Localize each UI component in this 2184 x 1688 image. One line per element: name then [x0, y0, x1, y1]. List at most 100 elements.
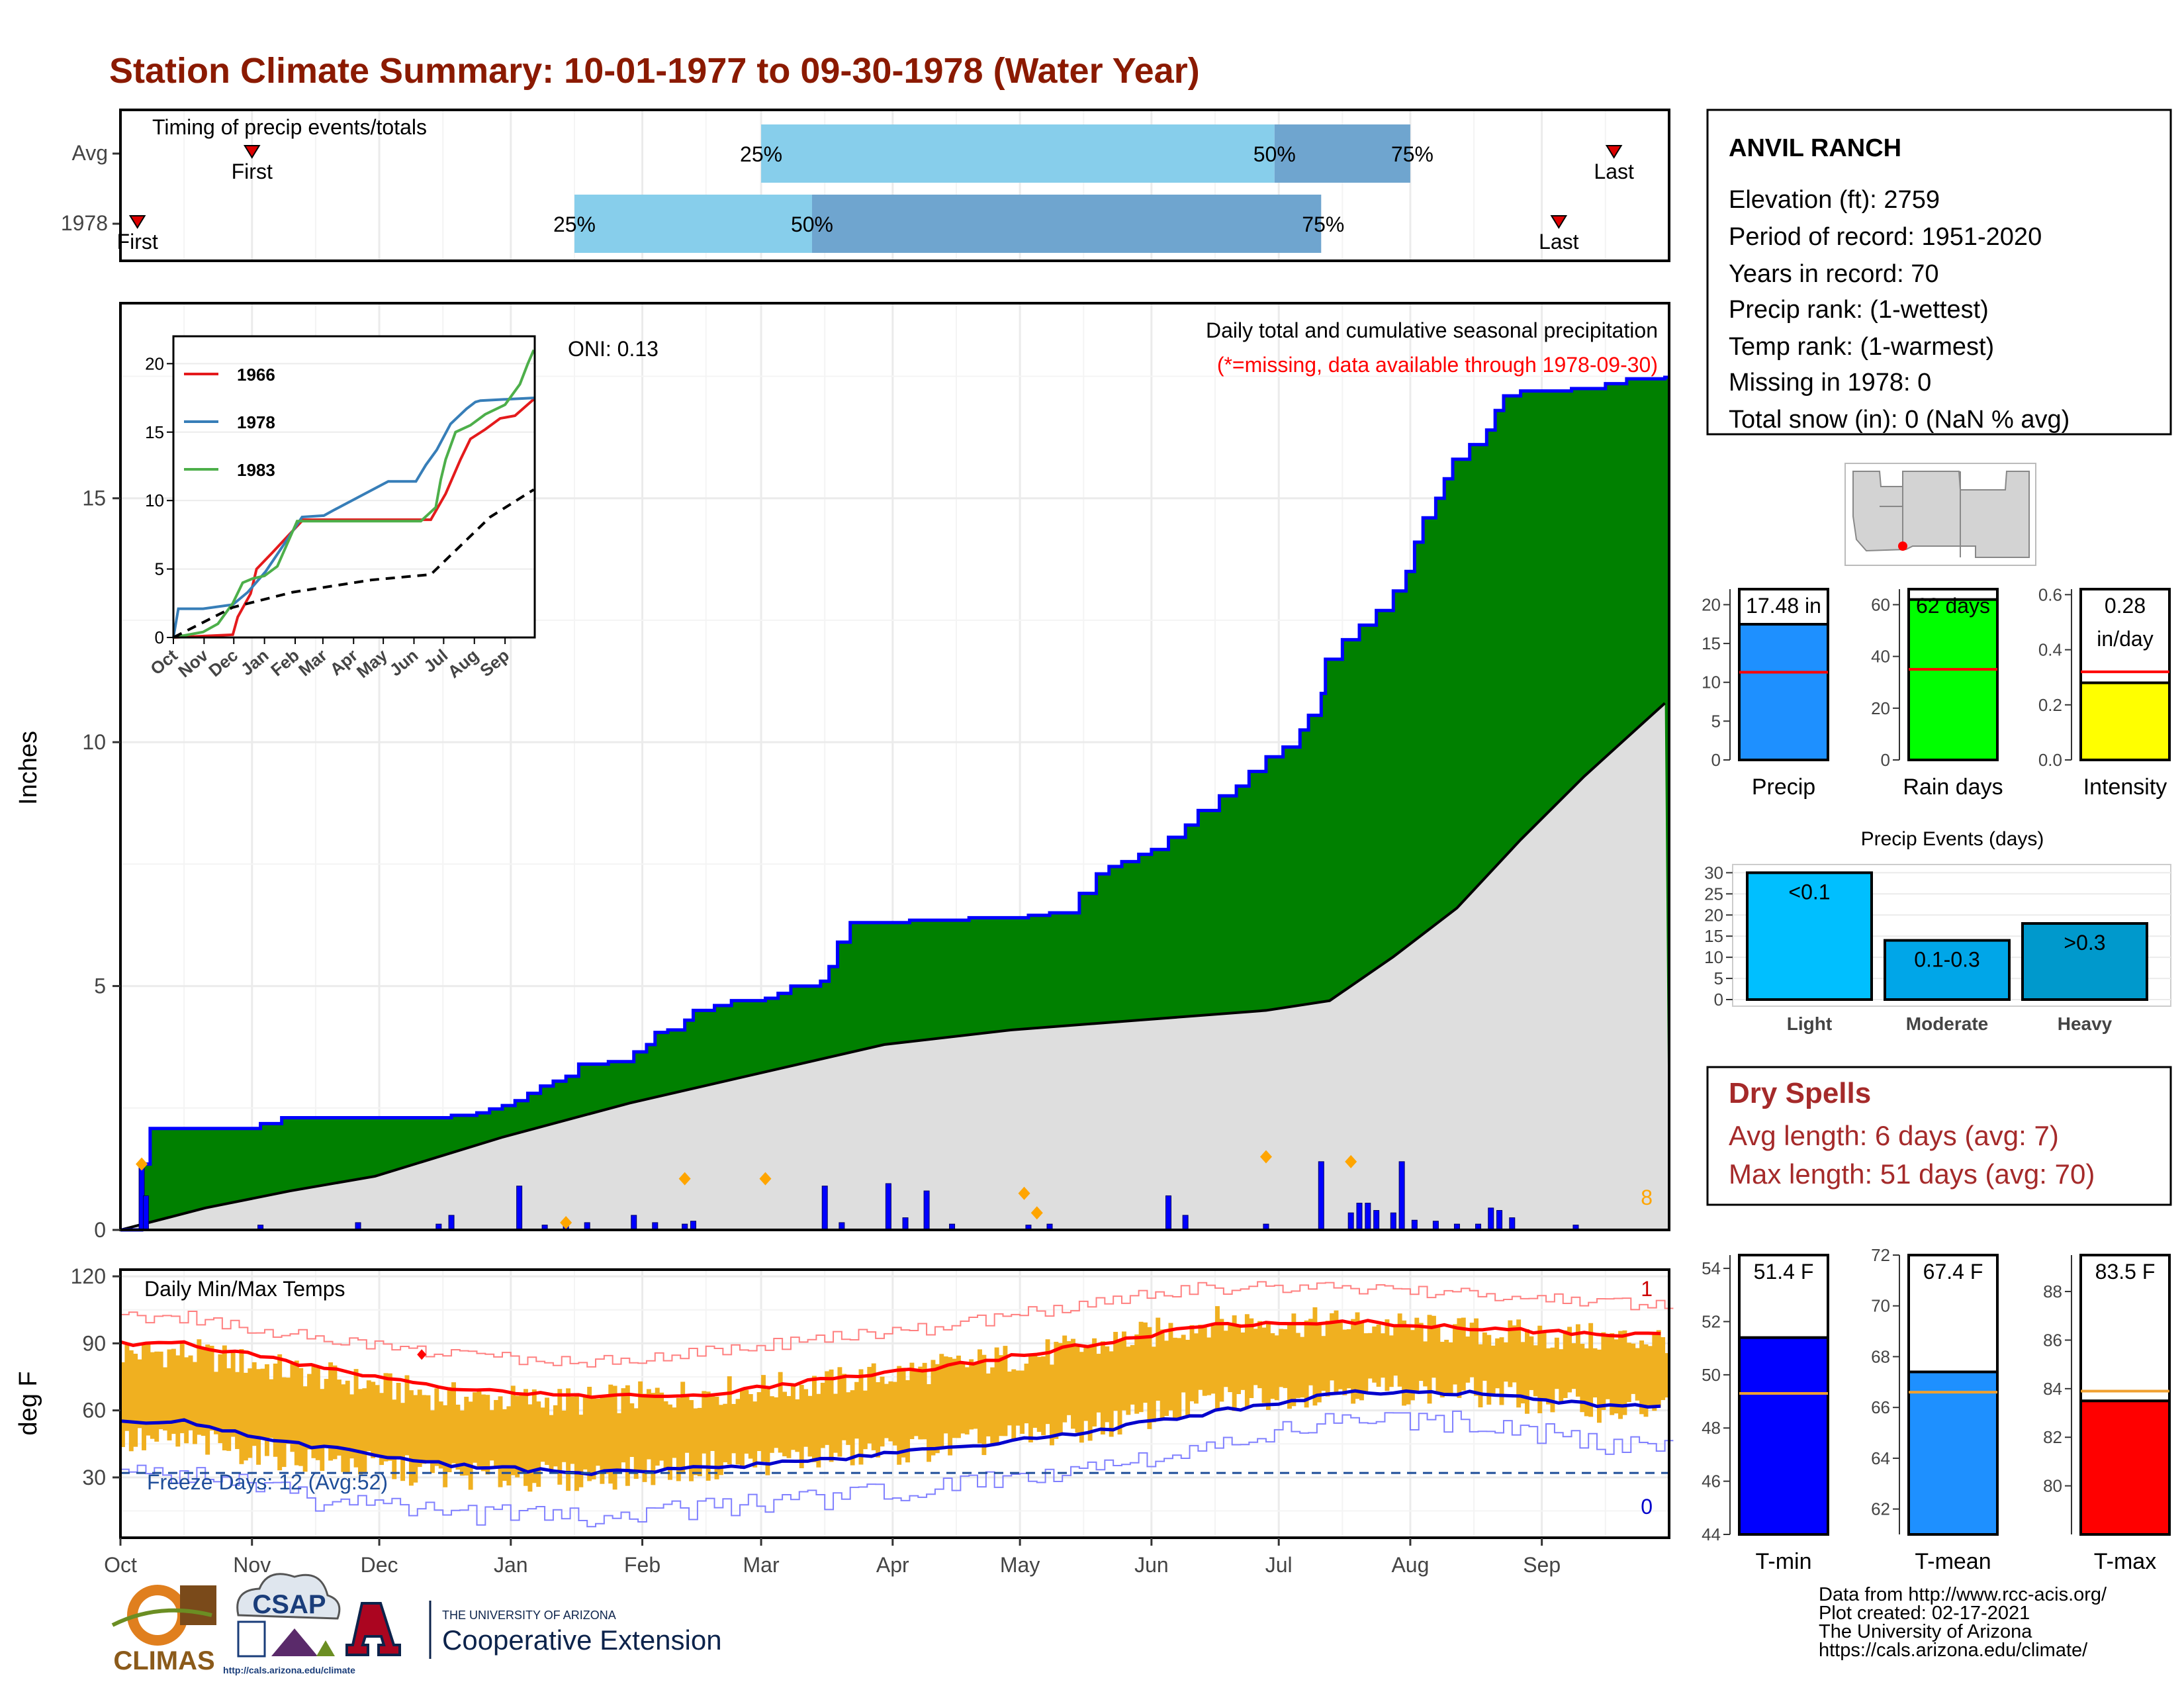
- daily-temp-range-bar: [1134, 1334, 1140, 1414]
- large-event-marker: [1018, 1186, 1030, 1200]
- timing-p25-label: 25%: [740, 142, 782, 166]
- daily-temp-range-bar: [1202, 1325, 1207, 1396]
- daily-temp-range-bar: [1210, 1325, 1216, 1394]
- large-event-marker: [1259, 1150, 1272, 1164]
- daily-temp-range-bar: [251, 1362, 257, 1446]
- daily-temp-range-bar: [1172, 1337, 1177, 1421]
- inset-y-tick: 20: [145, 353, 164, 373]
- daily-temp-range-bar: [286, 1378, 291, 1444]
- daily-temp-range-bar: [1355, 1312, 1360, 1399]
- daily-temp-range-bar: [604, 1395, 609, 1474]
- daily-temp-range-bar: [1435, 1325, 1441, 1394]
- daily-temp-range-bar: [1249, 1318, 1254, 1399]
- daily-temp-range-bar: [1219, 1319, 1224, 1402]
- daily-temp-range-bar: [540, 1407, 545, 1462]
- daily-precip-bar: [1390, 1212, 1396, 1231]
- mini-y-tick: 72: [1871, 1245, 1890, 1265]
- daily-temp-range-bar: [1393, 1325, 1398, 1376]
- daily-temp-range-bar: [192, 1362, 197, 1444]
- daily-temp-range-bar: [591, 1397, 596, 1479]
- daily-temp-range-bar: [218, 1354, 223, 1444]
- average-max-line: [120, 1319, 1661, 1399]
- daily-temp-range-bar: [1427, 1315, 1432, 1404]
- daily-temp-range-bar: [693, 1408, 698, 1476]
- daily-temp-range-bar: [408, 1390, 414, 1486]
- info-elevation: Elevation (ft): 2759: [1729, 186, 1940, 214]
- dry-spells-avg: Avg length: 6 days (avg: 7): [1729, 1120, 2059, 1151]
- daily-temp-range-bar: [1181, 1335, 1186, 1393]
- daily-temp-range-bar: [735, 1399, 741, 1465]
- daily-temp-range-bar: [981, 1354, 987, 1456]
- daily-temp-range-bar: [396, 1382, 401, 1460]
- daily-temp-range-bar: [248, 1368, 253, 1458]
- mini-bar-remainder: [1738, 588, 1829, 626]
- locator-map: [1844, 463, 2036, 566]
- inset-series-line: [173, 398, 535, 639]
- month-axis: Oct Nov Dec Jan Feb Mar Apr May Jun Jul Aug Sep: [104, 1538, 1561, 1577]
- mini-y-tick: 82: [2043, 1427, 2062, 1447]
- daily-temp-range-bar: [1300, 1336, 1305, 1398]
- daily-temp-range-bar: [358, 1389, 363, 1475]
- daily-temp-range-bar: [1601, 1332, 1606, 1411]
- timing-row-avg-label: Avg: [71, 141, 108, 165]
- daily-temp-range-bar: [850, 1390, 855, 1466]
- page-title: Station Climate Summary: 10-01-1977 to 0…: [109, 51, 1200, 91]
- daily-temp-range-bar: [1537, 1325, 1543, 1413]
- daily-temp-range-bar: [1639, 1340, 1645, 1415]
- daily-temp-range-bar: [927, 1383, 931, 1462]
- daily-temp-range-bar: [1160, 1329, 1165, 1419]
- daily-temp-range-bar: [1516, 1319, 1522, 1408]
- daily-temp-range-bar: [311, 1365, 316, 1458]
- daily-temp-range-bar: [1580, 1344, 1585, 1413]
- daily-temp-range-bar: [201, 1348, 206, 1436]
- daily-temp-range-bar: [922, 1362, 927, 1440]
- daily-temp-range-bar: [1482, 1332, 1487, 1381]
- inset-series-line: [173, 349, 535, 639]
- daily-temp-range-bar: [651, 1393, 656, 1485]
- mini-bar-value-label: 62 days: [1916, 594, 1990, 618]
- daily-temp-range-bar: [1253, 1329, 1258, 1385]
- daily-temp-range-bar: [1279, 1329, 1284, 1387]
- daily-temp-range-bar: [629, 1403, 635, 1457]
- timing-last-label: Last: [1539, 230, 1579, 254]
- daily-temp-range-bar: [952, 1358, 957, 1438]
- daily-temp-range-bar: [209, 1345, 214, 1431]
- events-y-tick: 20: [1704, 905, 1723, 925]
- mini-y-tick: 68: [1871, 1346, 1890, 1366]
- daily-temp-range-bar: [676, 1397, 681, 1481]
- daily-temp-range-bar: [1240, 1332, 1246, 1390]
- daily-temp-range-bar: [867, 1366, 872, 1444]
- daily-temp-range-bar: [1308, 1319, 1313, 1385]
- daily-temp-range-bar: [1206, 1337, 1212, 1395]
- mini-y-tick: 10: [1702, 673, 1721, 692]
- timing-p75-label: 75%: [1391, 142, 1433, 166]
- large-event-marker: [678, 1172, 691, 1186]
- daily-temp-range-bar: [1656, 1330, 1661, 1407]
- daily-temp-range-bar: [133, 1354, 138, 1447]
- daily-temp-range-bar: [426, 1395, 431, 1463]
- daily-temp-range-bar: [353, 1369, 359, 1468]
- temp-panel-title: Daily Min/Max Temps: [144, 1277, 345, 1301]
- daily-temp-range-bar: [1321, 1336, 1326, 1391]
- daily-temp-range-bar: [404, 1375, 410, 1456]
- record-max-line: [120, 1281, 1674, 1368]
- daily-temp-range-bar: [434, 1388, 439, 1466]
- daily-temp-range-bar: [799, 1385, 804, 1468]
- daily-temp-range-bar: [714, 1396, 719, 1479]
- daily-temp-range-bar: [523, 1389, 528, 1486]
- daily-temp-range-bar: [617, 1413, 621, 1473]
- daily-temp-range-bar: [905, 1380, 910, 1463]
- inset-y-tick: 5: [155, 559, 164, 579]
- daily-temp-range-bar: [171, 1348, 176, 1434]
- mini-bar-value-label: 67.4 F: [1923, 1260, 1983, 1284]
- temp-y-tick: 30: [82, 1466, 106, 1489]
- record-min-line: [120, 1410, 1674, 1528]
- mini-y-tick: 84: [2043, 1379, 2062, 1399]
- daily-temp-range-bar: [943, 1356, 948, 1434]
- daily-temp-range-bar: [298, 1368, 304, 1466]
- daily-temp-range-bar: [756, 1392, 762, 1452]
- mini-bar-value: [1738, 623, 1829, 761]
- mini-bar-value-label: 51.4 F: [1754, 1260, 1814, 1284]
- daily-temp-range-bar: [994, 1347, 999, 1444]
- daily-temp-range-bar: [1588, 1323, 1594, 1417]
